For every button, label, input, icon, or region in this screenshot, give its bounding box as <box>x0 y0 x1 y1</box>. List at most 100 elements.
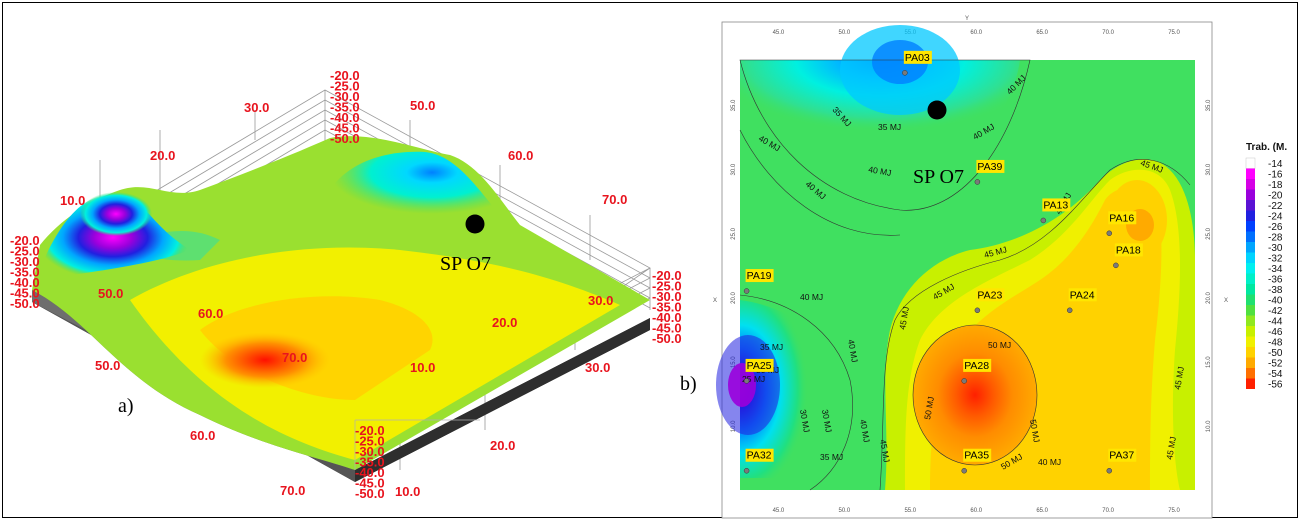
contour-label: 30 MJ <box>820 409 834 434</box>
data-point: PA18 <box>1113 243 1143 269</box>
z-tick-top: -35.0 <box>330 100 360 115</box>
z-tick-top: -50.0 <box>330 131 360 146</box>
data-point-label: PA13 <box>1043 199 1068 211</box>
data-points: PA03 PA39 PA13 PA16 PA18 PA19 PA23 PA24 PA25 PA28… <box>743 50 1143 474</box>
axis-tick-label: 10.0 <box>60 193 85 208</box>
legend-value: -52 <box>1268 359 1283 370</box>
sp-o7-label-b: SP O7 <box>913 166 964 188</box>
contour-label: 35 MJ <box>760 342 783 352</box>
x-tick-top: 70.0 <box>1102 30 1114 36</box>
data-point-marker <box>961 467 967 474</box>
contour-label: 50 MJ <box>988 340 1011 350</box>
axis-tick-label: 20.0 <box>150 148 175 163</box>
data-point-label: PA39 <box>977 161 1002 173</box>
data-point-label-bg <box>1068 288 1097 302</box>
z-tick-right: -45.0 <box>652 321 682 336</box>
axis-tick-label: 20.0 <box>490 438 515 453</box>
x-tick-bottom: 45.0 <box>773 508 785 514</box>
legend-swatch <box>1246 284 1255 295</box>
data-point: PA13 <box>1040 198 1071 224</box>
z-tick-left: -30.0 <box>10 254 40 269</box>
data-point-label-bg <box>1042 198 1071 212</box>
x-tick-top: 45.0 <box>773 30 785 36</box>
z-tick-top: -45.0 <box>330 121 360 136</box>
axis-tick-label: 10.0 <box>395 484 420 499</box>
x-tick-bottom: 75.0 <box>1168 508 1180 514</box>
contour-label: 45 MJ <box>878 439 892 464</box>
legend-swatch <box>1246 242 1255 253</box>
legend-value: -36 <box>1268 275 1283 286</box>
data-point-label-bg <box>1114 243 1143 257</box>
contour-label: 40 MJ <box>1038 457 1061 467</box>
data-point-label: PA19 <box>747 270 772 282</box>
y-tick-right: 10.0 <box>1206 420 1212 432</box>
data-point-marker <box>961 378 967 384</box>
data-point-label: PA32 <box>747 450 772 462</box>
legend-swatch <box>1246 315 1255 326</box>
axis-tick-label: 20.0 <box>492 315 517 330</box>
legend-value: -22 <box>1268 201 1283 212</box>
data-point-marker <box>743 467 750 474</box>
data-point-label-bg <box>1108 211 1137 225</box>
contour-label: 45 MJ <box>1172 366 1186 391</box>
z-tick-left: -50.0 <box>10 296 40 311</box>
z-tick-front: -40.0 <box>355 465 385 480</box>
red-peak-a <box>200 332 330 388</box>
contour-label: 35 MJ <box>820 452 843 462</box>
legend-value: -32 <box>1268 254 1283 265</box>
axis-tick-label: 50.0 <box>98 286 123 301</box>
data-point: PA23 <box>974 288 1005 314</box>
z-tick-left: -20.0 <box>10 233 40 248</box>
x-tick-bottom: 50.0 <box>839 508 851 514</box>
axis-tick-label: 30.0 <box>588 293 613 308</box>
legend-value: -56 <box>1268 380 1283 391</box>
data-point-marker <box>1113 262 1119 269</box>
contour-label: 45 MJ <box>1164 436 1178 461</box>
data-point: PA24 <box>1066 288 1097 314</box>
z-tick-top: -30.0 <box>330 89 360 104</box>
data-point-label: PA16 <box>1109 212 1134 224</box>
y-tick-right: 15.0 <box>1206 356 1212 368</box>
sp-o7-marker-a <box>465 214 485 234</box>
data-point-label-bg <box>745 269 774 283</box>
z-tick-front: -35.0 <box>355 455 385 470</box>
y-tick-left: 25.0 <box>731 227 737 239</box>
z-tick-front: -25.0 <box>355 434 385 449</box>
legend-value: -16 <box>1268 170 1283 181</box>
z-tick-right: -25.0 <box>652 279 682 294</box>
panel-b: 45.045.050.050.055.055.060.060.065.065.0… <box>680 16 1228 519</box>
legend-value: -38 <box>1268 285 1283 296</box>
legend-swatch <box>1246 357 1255 368</box>
legend-value: -30 <box>1268 243 1283 254</box>
panel-a-label: a) <box>118 395 134 417</box>
z-tick-front: -30.0 <box>355 444 385 459</box>
legend-value: -46 <box>1268 327 1283 338</box>
z-tick-top: -20.0 <box>330 68 360 83</box>
data-point-label-bg <box>903 50 932 64</box>
z-tick-right: -40.0 <box>652 310 682 325</box>
contour-label: 40 MJ <box>846 339 860 364</box>
data-point-label-bg <box>1108 448 1137 462</box>
panel-a: SP O7 a) -20.0-25.0-30.0-35.0-40.0-45.0-… <box>10 68 682 501</box>
data-point: PA35 <box>961 448 992 474</box>
legend-swatch <box>1245 157 1256 169</box>
legend-swatch <box>1246 368 1255 379</box>
z-tick-left: -35.0 <box>10 265 40 280</box>
legend-swatch <box>1246 326 1255 337</box>
data-point-label: PA03 <box>905 52 930 64</box>
x-tick-top: 65.0 <box>1036 30 1048 36</box>
data-point-marker <box>1066 307 1073 314</box>
legend-swatch <box>1246 378 1255 389</box>
legend-value: -48 <box>1268 338 1283 349</box>
legend-value: -54 <box>1268 369 1283 380</box>
contour-label: 40 MJ <box>868 164 893 178</box>
data-point-marker <box>974 179 981 185</box>
data-point: PA37 <box>1106 448 1137 474</box>
panel-b-label: b) <box>680 373 697 395</box>
legend-swatch <box>1246 221 1255 232</box>
z-tick-front: -50.0 <box>355 486 385 501</box>
legend-value: -20 <box>1268 191 1283 202</box>
x-tick-top: 75.0 <box>1168 30 1180 36</box>
contour-label: 35 MJ <box>878 122 901 132</box>
data-point-label: PA18 <box>1116 244 1141 256</box>
